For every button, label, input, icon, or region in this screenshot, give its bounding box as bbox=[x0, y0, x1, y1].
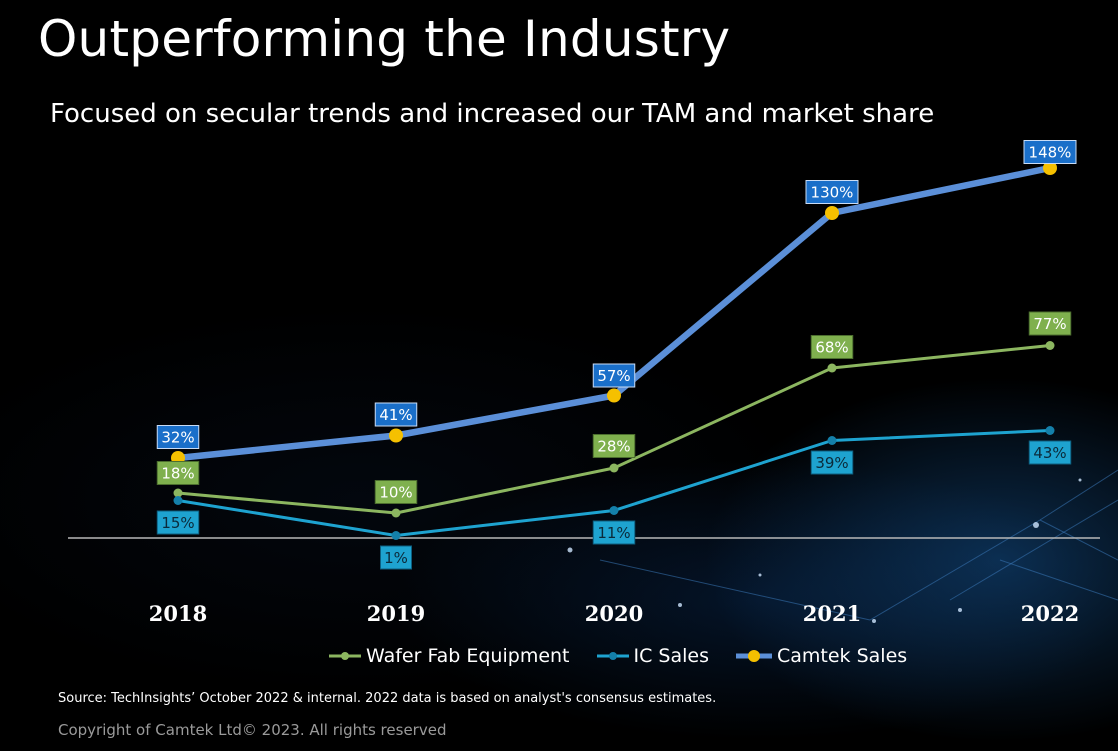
data-label-text: 148% bbox=[1029, 144, 1072, 162]
data-point-camtek-2022 bbox=[1043, 161, 1057, 175]
chart-legend: Wafer Fab Equipment IC Sales Camtek Sale… bbox=[328, 645, 933, 667]
decor-dot bbox=[872, 619, 876, 623]
data-label-ic-2020: 11% bbox=[592, 520, 636, 545]
data-label-camtek-2021: 130% bbox=[805, 180, 859, 204]
data-label-camtek-2020: 57% bbox=[592, 363, 636, 388]
data-label-ic-2019: 1% bbox=[380, 545, 412, 570]
legend-camtek-swatch bbox=[736, 650, 772, 662]
legend-item-wafer: Wafer Fab Equipment bbox=[328, 645, 570, 667]
data-label-wafer-2019: 10% bbox=[374, 480, 418, 504]
legend-label-camtek: Camtek Sales bbox=[777, 645, 908, 667]
data-point-ic-2022 bbox=[1045, 426, 1055, 435]
data-label-box bbox=[592, 520, 636, 545]
data-label-box bbox=[805, 180, 859, 204]
decor-line bbox=[869, 519, 1041, 621]
data-label-text: 43% bbox=[1033, 444, 1066, 462]
data-label-box bbox=[1023, 140, 1077, 164]
legend-wafer-swatch bbox=[329, 652, 361, 660]
x-tick-2022: 2022 bbox=[1021, 601, 1079, 626]
legend-item-ic: IC Sales bbox=[596, 645, 709, 667]
data-label-box bbox=[592, 434, 636, 458]
data-point-wafer-2022 bbox=[1045, 341, 1055, 350]
series-line-camtek bbox=[174, 164, 1054, 462]
data-label-ic-2018: 15% bbox=[156, 510, 200, 535]
data-point-ic-2018 bbox=[173, 496, 183, 505]
data-label-ic-2022: 43% bbox=[1028, 440, 1072, 465]
data-label-text: 11% bbox=[597, 524, 630, 542]
data-label-box bbox=[156, 425, 200, 449]
data-label-camtek-2018: 32% bbox=[156, 425, 200, 449]
data-label-text: 28% bbox=[597, 438, 630, 456]
data-point-wafer-2020 bbox=[609, 463, 619, 473]
data-label-text: 41% bbox=[379, 406, 412, 424]
data-point-wafer-2018 bbox=[173, 488, 183, 498]
data-label-box bbox=[810, 450, 854, 475]
decor-line bbox=[949, 499, 1118, 601]
data-label-box bbox=[156, 510, 200, 535]
data-label-text: 18% bbox=[161, 465, 194, 483]
data-label-text: 68% bbox=[815, 339, 848, 357]
decor-line bbox=[999, 559, 1118, 601]
data-label-text: 39% bbox=[815, 454, 848, 472]
data-label-text: 15% bbox=[161, 514, 194, 532]
data-label-wafer-2021: 68% bbox=[810, 335, 854, 359]
x-tick-2019: 2019 bbox=[367, 601, 425, 626]
data-label-box bbox=[156, 461, 200, 485]
decor-line bbox=[1039, 469, 1118, 521]
data-label-text: 10% bbox=[379, 484, 412, 502]
data-point-ic-2021 bbox=[827, 436, 837, 445]
page-title: Outperforming the Industry bbox=[38, 10, 731, 68]
data-label-wafer-2020: 28% bbox=[592, 434, 636, 458]
x-tick-2020: 2020 bbox=[585, 601, 643, 626]
data-point-camtek-2019 bbox=[389, 428, 403, 443]
data-label-ic-2021: 39% bbox=[810, 450, 854, 475]
data-label-camtek-2019: 41% bbox=[374, 402, 418, 427]
legend-ic-swatch bbox=[596, 652, 629, 660]
data-label-box bbox=[1028, 311, 1072, 336]
data-point-camtek-2021 bbox=[825, 206, 839, 220]
x-tick-2018: 2018 bbox=[149, 601, 207, 626]
page-subtitle: Focused on secular trends and increased … bbox=[50, 99, 935, 129]
data-label-text: 77% bbox=[1033, 315, 1066, 333]
decor-dot bbox=[958, 608, 962, 612]
decor-dot bbox=[678, 603, 682, 607]
source-note: Source: TechInsights’ October 2022 & int… bbox=[58, 691, 717, 706]
x-tick-2021: 2021 bbox=[803, 601, 861, 626]
network-decoration bbox=[567, 469, 1118, 623]
legend-label-wafer: Wafer Fab Equipment bbox=[366, 645, 570, 667]
data-label-box bbox=[374, 402, 418, 427]
data-label-camtek-2022: 148% bbox=[1023, 140, 1077, 164]
decor-line bbox=[599, 559, 871, 621]
copyright-note: Copyright of Camtek Ltd© 2023. All right… bbox=[58, 721, 447, 739]
data-label-box bbox=[374, 480, 418, 504]
data-label-box bbox=[810, 335, 854, 359]
decor-line bbox=[1039, 519, 1118, 561]
data-point-ic-2020 bbox=[609, 506, 619, 515]
data-label-box bbox=[380, 545, 412, 570]
data-label-text: 57% bbox=[597, 367, 630, 385]
data-point-ic-2019 bbox=[391, 531, 401, 540]
data-label-wafer-2018: 18% bbox=[156, 461, 200, 485]
data-point-wafer-2021 bbox=[827, 363, 837, 373]
data-label-text: 130% bbox=[811, 184, 854, 202]
data-label-text: 1% bbox=[384, 549, 408, 567]
decor-dot bbox=[1078, 478, 1082, 482]
decor-dot bbox=[1033, 522, 1039, 528]
growth-line-chart: 18% 10% 28% 68% 77% 15% 1% 11% 39% 43% 32% 41% 57% 13… bbox=[68, 140, 1118, 626]
data-label-text: 32% bbox=[161, 429, 194, 447]
data-point-wafer-2019 bbox=[391, 508, 401, 518]
data-point-camtek-2020 bbox=[607, 388, 621, 403]
decor-dot bbox=[567, 547, 573, 553]
data-label-box bbox=[592, 363, 636, 388]
legend-label-ic: IC Sales bbox=[633, 645, 709, 667]
legend-item-camtek: Camtek Sales bbox=[735, 645, 907, 667]
decor-dot bbox=[758, 573, 762, 577]
data-label-box bbox=[1028, 440, 1072, 465]
data-label-wafer-2022: 77% bbox=[1028, 311, 1072, 336]
